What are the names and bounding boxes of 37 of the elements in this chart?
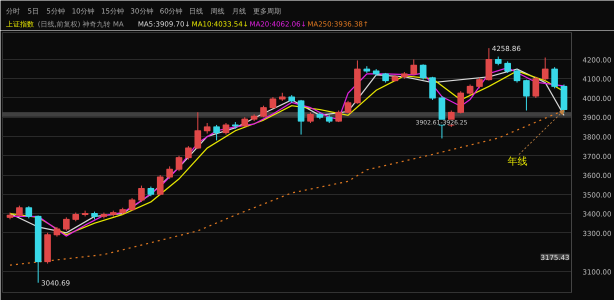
candlestick [429, 76, 436, 100]
annotation: 年线 [508, 156, 528, 168]
candlestick [148, 186, 154, 197]
candlestick [457, 90, 464, 114]
candlestick [204, 122, 211, 134]
candlestick [514, 68, 520, 84]
candlestick [166, 166, 173, 180]
candlestick [298, 99, 304, 136]
candlestick [63, 216, 70, 232]
candlestick [54, 226, 60, 238]
candlestick [382, 72, 389, 84]
candlestick [420, 64, 426, 80]
candlestick [335, 110, 342, 123]
candlestick [194, 112, 202, 150]
candlestick [504, 60, 511, 74]
candlestick [222, 122, 230, 136]
candlestick [523, 79, 530, 111]
candlestick [466, 84, 474, 96]
candlestick [542, 57, 549, 82]
candlestick [241, 116, 248, 128]
candlestick [185, 146, 192, 160]
candlestick [176, 155, 182, 172]
candlestick [270, 96, 276, 110]
candlestick [25, 206, 32, 219]
candlestick [138, 185, 145, 202]
candlestick [307, 112, 314, 124]
candlestick [410, 58, 418, 76]
candlestick [532, 76, 540, 98]
candlestick [476, 77, 483, 89]
candlestick [344, 100, 352, 114]
candlestick [560, 84, 568, 113]
candlestick [486, 48, 492, 82]
candlestick [128, 198, 136, 212]
candlestick [156, 174, 164, 196]
candlestick [551, 66, 558, 89]
candlestick [16, 205, 23, 217]
candlestick [213, 124, 220, 141]
